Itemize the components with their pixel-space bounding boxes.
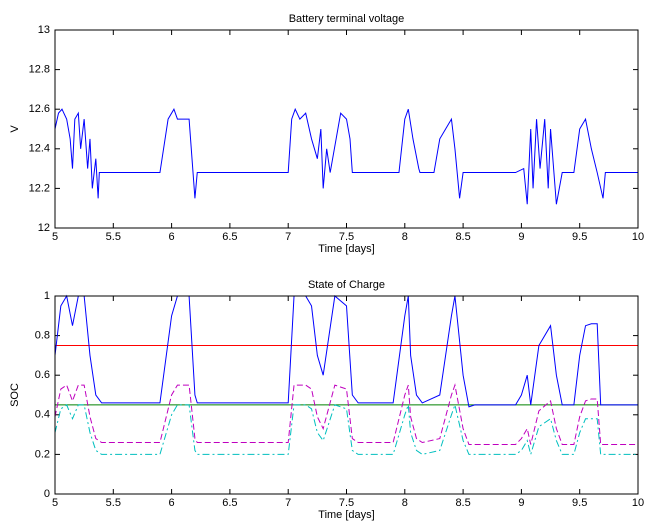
chart-title: State of Charge	[308, 279, 385, 291]
y-tick-label: 12.4	[29, 143, 50, 155]
y-tick-label: 12	[38, 222, 50, 234]
y-axis-label: V	[9, 125, 21, 133]
y-tick-label: 0.6	[35, 369, 50, 381]
x-tick-label: 6	[169, 231, 175, 243]
x-tick-label: 6.5	[222, 231, 237, 243]
x-tick-label: 6.5	[222, 497, 237, 509]
y-tick-label: 12.6	[29, 103, 50, 115]
x-axis-label: Time [days]	[318, 509, 374, 521]
y-axis-label: SOC	[9, 383, 21, 407]
y-tick-label: 1	[44, 290, 50, 302]
data-line	[54, 403, 638, 457]
plot-area	[55, 296, 638, 494]
axes-box	[54, 29, 639, 229]
x-axis-label: Time [days]	[318, 243, 374, 255]
x-tick-label: 9.5	[572, 497, 587, 509]
data-line	[54, 383, 638, 445]
y-tick-label: 0.8	[35, 330, 50, 342]
x-tick-label: 5.5	[106, 497, 121, 509]
x-tick-label: 10	[632, 497, 644, 509]
y-tick-label: 0.4	[35, 409, 50, 421]
x-tick-label: 8	[402, 497, 408, 509]
y-tick-label: 0	[44, 488, 50, 500]
x-tick-label: 6	[169, 497, 175, 509]
x-tick-label: 8	[402, 231, 408, 243]
data-line	[54, 107, 638, 205]
x-tick-label: 5	[52, 231, 58, 243]
x-tick-label: 5.5	[106, 231, 121, 243]
x-tick-label: 9	[518, 497, 524, 509]
x-tick-label: 8.5	[455, 497, 470, 509]
chart-title: Battery terminal voltage	[289, 13, 405, 25]
x-tick-label: 7.5	[339, 231, 354, 243]
x-tick-label: 9	[518, 231, 524, 243]
plot-area	[55, 30, 638, 228]
x-tick-label: 8.5	[455, 231, 470, 243]
x-tick-label: 7	[285, 497, 291, 509]
y-tick-label: 13	[38, 24, 50, 36]
axes-box	[54, 295, 639, 495]
x-tick-label: 9.5	[572, 231, 587, 243]
x-tick-label: 5	[52, 497, 58, 509]
y-tick-label: 12.8	[29, 64, 50, 76]
x-tick-label: 10	[632, 231, 644, 243]
y-tick-label: 0.2	[35, 448, 50, 460]
x-tick-label: 7.5	[339, 497, 354, 509]
y-tick-label: 12.2	[29, 182, 50, 194]
x-tick-label: 7	[285, 231, 291, 243]
data-line	[54, 294, 638, 408]
